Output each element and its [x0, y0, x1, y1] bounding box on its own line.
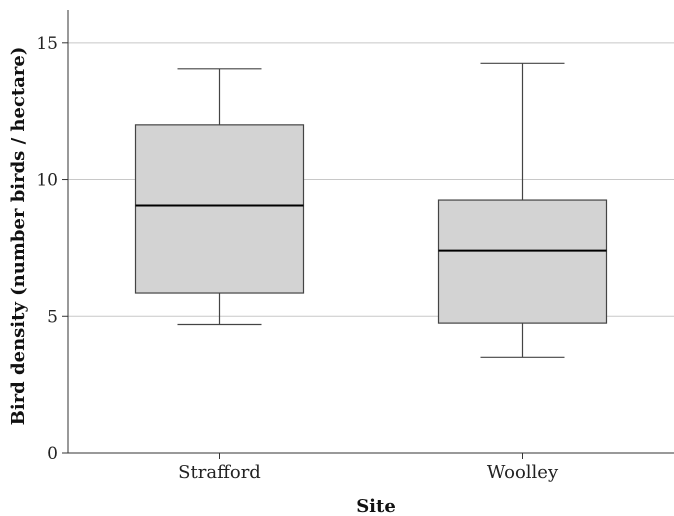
axes: [67, 10, 674, 454]
x-tick-label: Woolley: [487, 462, 559, 483]
y-axis-title: Bird density (number birds / hectare): [8, 47, 29, 426]
y-tick-label: 5: [47, 307, 58, 327]
x-tick-label: Strafford: [178, 462, 261, 483]
box-strafford: [134, 68, 305, 326]
iqr-box: [134, 124, 305, 294]
x-axis-title: Site: [356, 496, 396, 516]
x-tick-labels: Strafford Woolley: [178, 453, 559, 483]
y-tick-labels: 0 5 10 15: [36, 34, 68, 464]
y-tick-label: 15: [36, 34, 58, 54]
box-woolley: [437, 62, 608, 358]
y-tick-label: 10: [36, 171, 58, 191]
iqr-box: [437, 199, 608, 324]
y-tick-label: 0: [47, 444, 58, 464]
boxes: [134, 62, 608, 358]
